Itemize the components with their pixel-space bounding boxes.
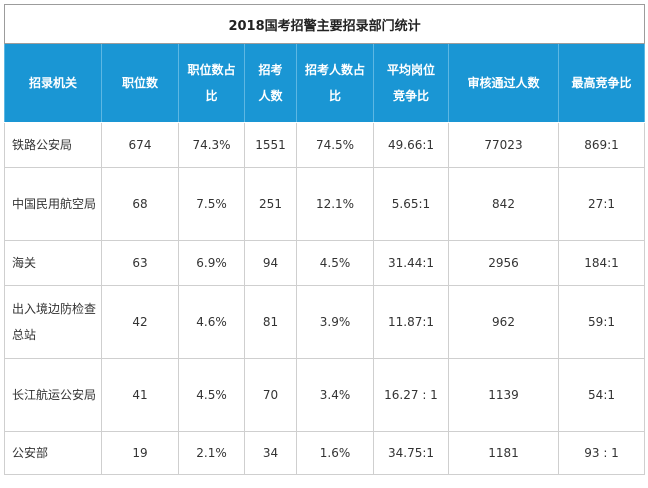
table-title: 2018国考招警主要招录部门统计	[3, 4, 646, 44]
position-count-cell: 42	[101, 285, 179, 359]
max-competition-cell: 869:1	[557, 122, 646, 168]
header-agency: 招录机关	[4, 43, 102, 123]
applicants-cell: 70	[244, 358, 297, 432]
header-applicant-share: 招考人数占比	[296, 43, 374, 123]
position-share-cell: 6.9%	[178, 240, 245, 286]
header-position-share: 职位数占比	[178, 43, 245, 123]
header-avg-competition: 平均岗位竞争比	[373, 43, 449, 123]
recruitment-stats-table: 2018国考招警主要招录部门统计 招录机关 职位数 职位数占比 招考人数 招考人…	[3, 4, 646, 475]
applicant-share-cell: 3.9%	[296, 285, 374, 359]
header-max-competition: 最高竞争比	[557, 43, 646, 123]
agency-cell: 中国民用航空局	[4, 167, 102, 241]
header-approved: 审核通过人数	[448, 43, 559, 123]
position-share-cell: 4.5%	[178, 358, 245, 432]
max-competition-cell: 27:1	[557, 167, 646, 241]
position-share-cell: 74.3%	[178, 122, 245, 168]
table-row: 长江航运公安局 41 4.5% 70 3.4% 16.27 : 1 1139 5…	[4, 358, 646, 432]
position-count-cell: 68	[101, 167, 179, 241]
table-row: 出入境边防检查总站 42 4.6% 81 3.9% 11.87:1 962 59…	[4, 285, 646, 359]
stats-table-container: 2018国考招警主要招录部门统计 招录机关 职位数 职位数占比 招考人数 招考人…	[3, 4, 646, 484]
applicants-cell: 251	[244, 167, 297, 241]
agency-cell: 铁路公安局	[4, 122, 102, 168]
position-count-cell: 674	[101, 122, 179, 168]
position-count-cell: 63	[101, 240, 179, 286]
table-row: 海关 63 6.9% 94 4.5% 31.44:1 2956 184:1	[4, 240, 646, 286]
applicants-cell: 81	[244, 285, 297, 359]
approved-cell: 77023	[448, 122, 559, 168]
approved-cell: 2956	[448, 240, 559, 286]
table-row: 公安部 19 2.1% 34 1.6% 34.75:1 1181 93 : 1	[4, 431, 646, 475]
position-count-cell: 19	[101, 431, 179, 475]
agency-cell: 长江航运公安局	[4, 358, 102, 432]
applicants-cell: 34	[244, 431, 297, 475]
position-count-cell: 41	[101, 358, 179, 432]
header-row: 招录机关 职位数 职位数占比 招考人数 招考人数占比 平均岗位竞争比 审核通过人…	[4, 43, 646, 123]
agency-cell: 海关	[4, 240, 102, 286]
approved-cell: 962	[448, 285, 559, 359]
approved-cell: 1181	[448, 431, 559, 475]
avg-competition-cell: 49.66:1	[373, 122, 449, 168]
position-share-cell: 7.5%	[178, 167, 245, 241]
max-competition-cell: 184:1	[557, 240, 646, 286]
agency-cell: 公安部	[4, 431, 102, 475]
avg-competition-cell: 16.27 : 1	[373, 358, 449, 432]
position-share-cell: 4.6%	[178, 285, 245, 359]
applicants-cell: 1551	[244, 122, 297, 168]
header-applicants: 招考人数	[244, 43, 297, 123]
table-row: 中国民用航空局 68 7.5% 251 12.1% 5.65:1 842 27:…	[4, 167, 646, 241]
avg-competition-cell: 31.44:1	[373, 240, 449, 286]
max-competition-cell: 93 : 1	[557, 431, 646, 475]
applicant-share-cell: 12.1%	[296, 167, 374, 241]
agency-cell: 出入境边防检查总站	[4, 285, 102, 359]
applicants-cell: 94	[244, 240, 297, 286]
applicant-share-cell: 4.5%	[296, 240, 374, 286]
position-share-cell: 2.1%	[178, 431, 245, 475]
approved-cell: 842	[448, 167, 559, 241]
applicant-share-cell: 74.5%	[296, 122, 374, 168]
max-competition-cell: 54:1	[557, 358, 646, 432]
max-competition-cell: 59:1	[557, 285, 646, 359]
avg-competition-cell: 34.75:1	[373, 431, 449, 475]
avg-competition-cell: 11.87:1	[373, 285, 449, 359]
table-row: 铁路公安局 674 74.3% 1551 74.5% 49.66:1 77023…	[4, 122, 646, 168]
applicant-share-cell: 1.6%	[296, 431, 374, 475]
header-position-count: 职位数	[101, 43, 179, 123]
applicant-share-cell: 3.4%	[296, 358, 374, 432]
approved-cell: 1139	[448, 358, 559, 432]
avg-competition-cell: 5.65:1	[373, 167, 449, 241]
